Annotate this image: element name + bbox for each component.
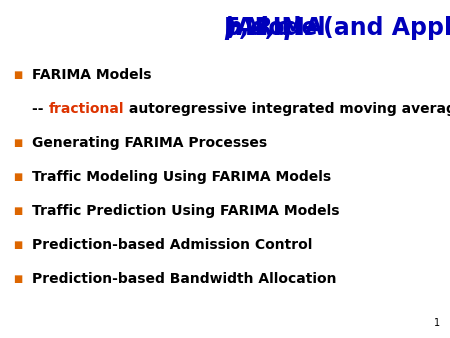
Text: ■: ■ — [14, 274, 22, 284]
Text: autoregressive integrated moving average: autoregressive integrated moving average — [124, 102, 450, 116]
Text: ■: ■ — [14, 172, 22, 182]
Text: ) Model and Application: ) Model and Application — [225, 16, 450, 40]
Text: Prediction-based Admission Control: Prediction-based Admission Control — [32, 238, 312, 252]
Text: fractional: fractional — [49, 102, 124, 116]
Text: p,d,q: p,d,q — [225, 16, 293, 40]
Text: ■: ■ — [14, 70, 22, 80]
Text: Generating FARIMA Processes: Generating FARIMA Processes — [32, 136, 267, 150]
Text: --: -- — [32, 102, 49, 116]
Text: Prediction-based Bandwidth Allocation: Prediction-based Bandwidth Allocation — [32, 272, 337, 286]
Text: FARIMA(: FARIMA( — [224, 16, 334, 40]
Text: Traffic Modeling Using FARIMA Models: Traffic Modeling Using FARIMA Models — [32, 170, 331, 184]
Text: ■: ■ — [14, 206, 22, 216]
Text: ■: ■ — [14, 240, 22, 250]
Text: Traffic Prediction Using FARIMA Models: Traffic Prediction Using FARIMA Models — [32, 204, 339, 218]
Text: FARIMA Models: FARIMA Models — [32, 68, 152, 82]
Text: 1: 1 — [434, 318, 440, 328]
Text: ■: ■ — [14, 138, 22, 148]
